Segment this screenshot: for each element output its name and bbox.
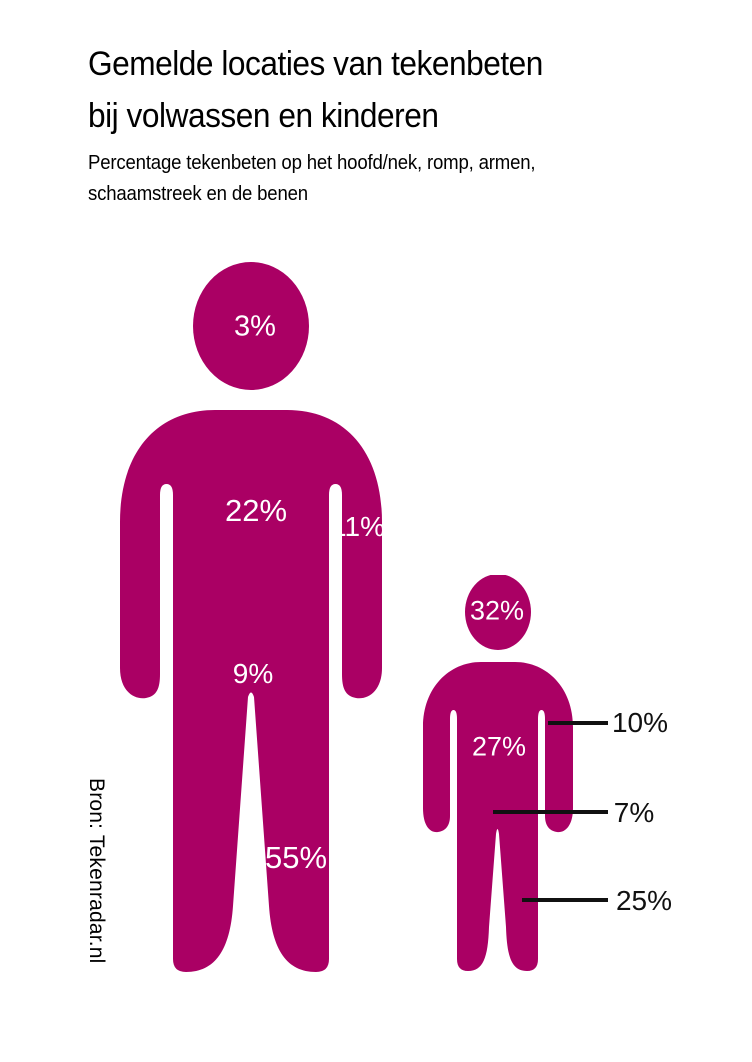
child-head-percentage: 32% (469, 595, 525, 626)
callout-line-child-legs (522, 898, 608, 902)
adult-head-percentage: 3% (234, 310, 276, 343)
adult-torso-percentage: 22% (224, 493, 288, 528)
child-head-shape (465, 575, 531, 650)
subtitle-line: schaamstreek en de benen (88, 183, 308, 205)
child-arm-percentage: 10% (611, 707, 669, 738)
subtitle-line: Percentage tekenbeten op het hoofd/nek, … (88, 152, 536, 174)
child-groin-percentage: 7% (613, 797, 655, 828)
adult-groin-percentage: 9% (232, 658, 274, 689)
child-body-shape (423, 662, 573, 971)
callout-line-child-groin (493, 810, 608, 814)
source-credit: Bron: Tekenradar.nl (85, 778, 108, 964)
adult-body-shape (120, 410, 382, 972)
callout-line-child-arm (548, 721, 608, 725)
child-legs-percentage: 25% (615, 885, 673, 916)
title-line: bij volwassen en kinderen (88, 97, 439, 135)
title-line: Gemelde locaties van tekenbeten (88, 45, 543, 83)
adult-figure (120, 262, 382, 972)
child-figure (423, 575, 573, 971)
adult-head-shape (193, 262, 309, 390)
subtitle: Percentage tekenbeten op het hoofd/nek, … (88, 148, 536, 210)
adult-legs-percentage: 55% (264, 840, 328, 875)
adult-arm-percentage: 11% (331, 511, 385, 542)
page-title: Gemelde locaties van tekenbeten bij volw… (88, 38, 543, 142)
child-torso-percentage: 27% (471, 731, 527, 762)
